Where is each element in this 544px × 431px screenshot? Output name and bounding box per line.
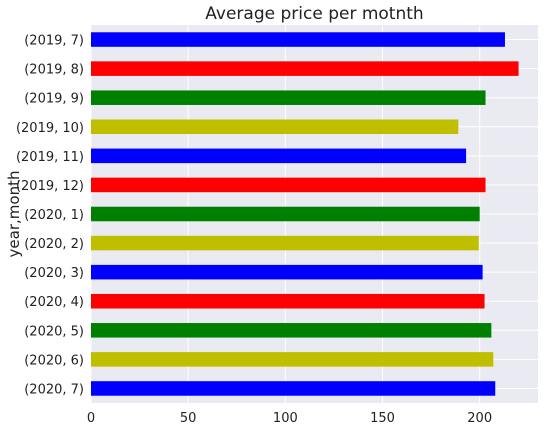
y-tick-label: (2020, 7)	[24, 382, 84, 397]
bar	[91, 264, 483, 280]
chart-title: Average price per motnth	[205, 4, 423, 24]
y-tick-label: (2019, 11)	[16, 150, 84, 165]
bar	[91, 177, 486, 193]
bar	[91, 323, 492, 338]
y-tick-label: (2020, 3)	[24, 266, 84, 281]
bar	[91, 90, 486, 105]
y-tick-label: (2020, 5)	[24, 324, 84, 339]
x-tick-label: 200	[467, 411, 492, 426]
bar	[91, 148, 467, 164]
bar	[91, 32, 505, 47]
y-tick-label: (2019, 12)	[16, 179, 84, 194]
y-tick-label: (2020, 2)	[24, 237, 84, 252]
y-tick-label: (2020, 6)	[24, 353, 84, 368]
x-tick-label: 150	[370, 411, 395, 426]
y-tick-labels: (2019, 7) (2019, 8) (2019, 9) (2019, 10) (20…	[16, 34, 84, 398]
bar	[91, 61, 519, 76]
x-tick-label: 50	[180, 411, 197, 426]
bar	[91, 352, 494, 367]
bar	[91, 206, 480, 222]
bar	[91, 293, 485, 309]
bar	[91, 235, 479, 251]
x-tick-label: 0	[87, 411, 95, 426]
y-tick-label: (2020, 1)	[24, 208, 84, 223]
y-tick-label: (2020, 4)	[24, 295, 84, 310]
bar	[91, 119, 459, 135]
bars	[91, 32, 519, 396]
y-tick-label: (2019, 9)	[24, 92, 84, 107]
y-tick-label: (2019, 10)	[16, 121, 84, 136]
bar	[91, 381, 496, 396]
x-tick-labels: 0 50 100 150 200	[87, 411, 492, 426]
y-tick-label: (2019, 7)	[24, 34, 84, 49]
y-axis-label: year,month	[5, 171, 23, 258]
y-tick-label: (2019, 8)	[24, 63, 84, 78]
x-tick-label: 100	[273, 411, 298, 426]
